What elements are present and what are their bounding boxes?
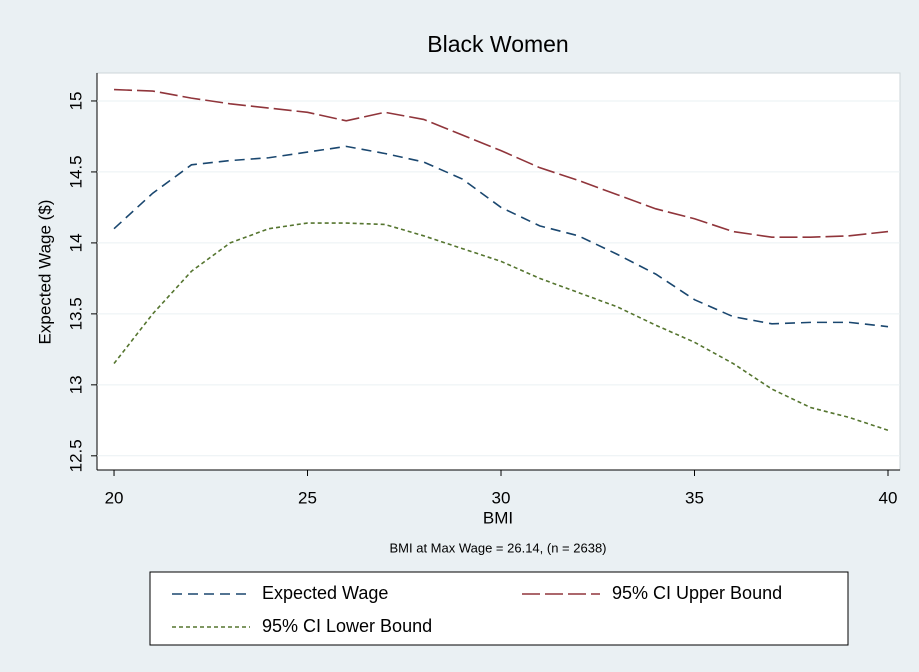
x-tick-label: 35 <box>685 488 704 507</box>
y-tick-label: 14 <box>66 233 85 252</box>
x-tick-label: 40 <box>879 488 898 507</box>
legend-label: 95% CI Lower Bound <box>262 616 432 636</box>
line-series <box>113 145 889 328</box>
y-tick-label: 15 <box>66 92 85 111</box>
x-axis-label: BMI <box>483 508 513 527</box>
line-series <box>113 88 889 239</box>
y-tick-label: 13 <box>66 375 85 394</box>
line-series <box>113 222 889 432</box>
legend <box>149 571 849 646</box>
note: BMI at Max Wage = 26.14, (n = 2638) <box>389 540 606 555</box>
x-tick-label: 30 <box>492 488 511 507</box>
y-tick-label: 14.5 <box>66 155 85 188</box>
legend-label: Expected Wage <box>262 583 388 603</box>
plot-area <box>96 72 901 471</box>
y-axis-label: Expected Wage ($) <box>35 200 54 345</box>
legend-label: 95% CI Upper Bound <box>612 583 782 603</box>
y-tick-label: 12.5 <box>66 439 85 472</box>
chart-title: Black Women <box>427 31 568 57</box>
y-tick-label: 13.5 <box>66 297 85 330</box>
x-tick-label: 25 <box>298 488 317 507</box>
x-tick-label: 20 <box>105 488 124 507</box>
